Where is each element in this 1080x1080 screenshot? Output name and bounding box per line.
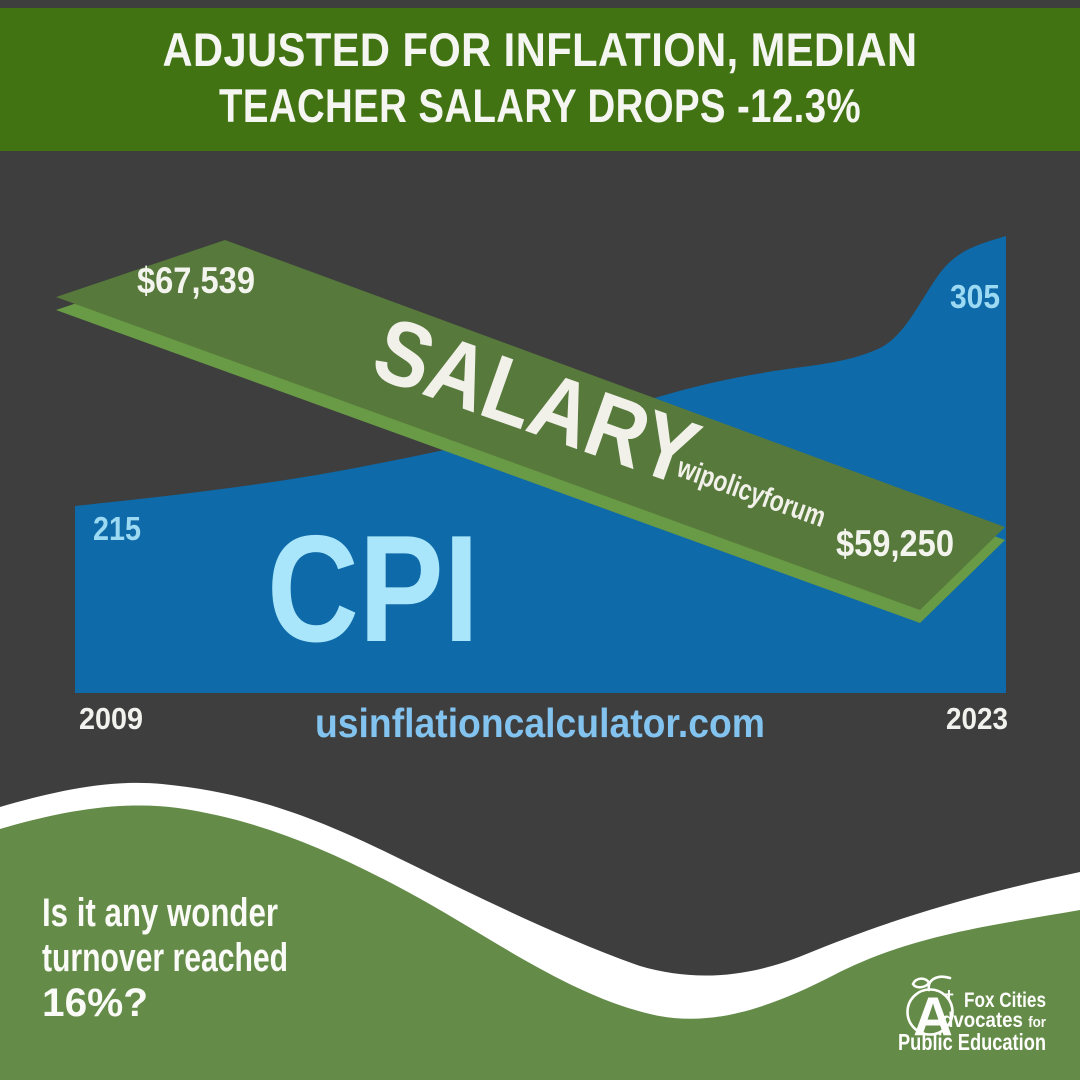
cpi-label: CPI [267, 504, 479, 674]
logo-plus-mark: + [944, 985, 954, 1004]
logo-text-line3: Public Education [898, 1029, 1046, 1055]
logo-text-line2: dvocates for [942, 1009, 1046, 1032]
salary-band [56, 240, 1005, 610]
apple-logo-icon: A + [906, 975, 954, 1047]
logo-letter-a: A [913, 985, 953, 1047]
org-logo: A + Fox Cities dvocates for Public Educat… [898, 975, 1046, 1055]
header-banner [0, 8, 1080, 151]
header-title-line1: ADJUSTED FOR INFLATION, MEDIAN [163, 23, 918, 76]
apple-stem [927, 975, 952, 992]
logo-text-line2-main: dvocates [942, 1009, 1023, 1032]
attribution-url: usinflationcalculator.com [315, 700, 765, 746]
salary-end-value: $59,250 [836, 523, 954, 564]
salary-start-value: $67,539 [137, 260, 255, 301]
header-title-line2: TEACHER SALARY DROPS -12.3% [219, 79, 861, 132]
logo-text-line2-suffix: for [1028, 1014, 1046, 1031]
logo-text-line1: Fox Cities [964, 989, 1046, 1012]
x-axis-start-label: 2009 [79, 701, 143, 736]
wave-green [0, 805, 1080, 1080]
apple-leaf [911, 977, 931, 989]
footer-message-line2: turnover reached [42, 936, 288, 980]
x-axis-end-label: 2023 [946, 701, 1008, 736]
footer-message-line3: 16%? [42, 981, 148, 1025]
cpi-end-value: 305 [950, 278, 1000, 315]
footer-message-line1: Is it any wonder [42, 891, 278, 935]
cpi-start-value: 215 [93, 510, 141, 547]
